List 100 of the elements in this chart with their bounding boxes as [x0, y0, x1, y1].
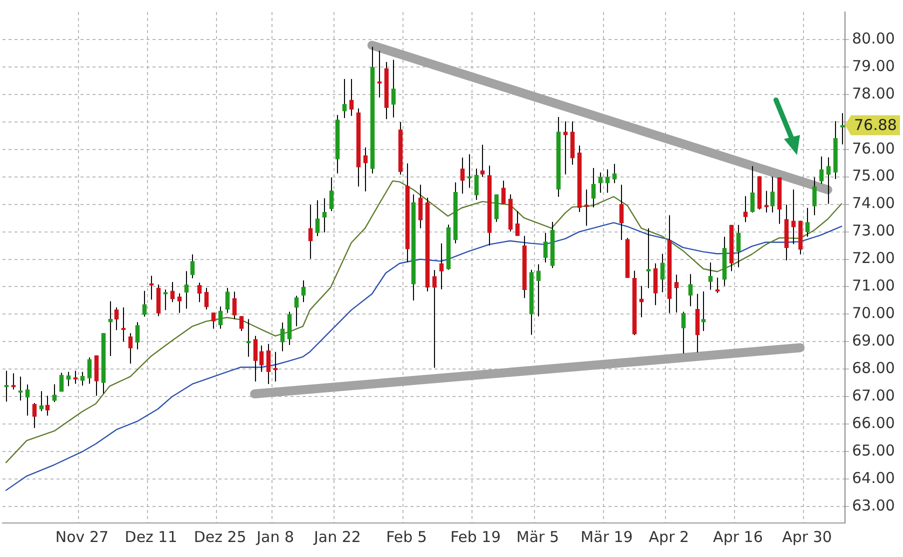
- candlestick: [59, 372, 64, 392]
- x-tick-label: Jan 22: [312, 528, 361, 546]
- candlestick: [11, 372, 16, 390]
- candlestick: [715, 277, 720, 294]
- candlestick: [515, 210, 520, 236]
- candlestick: [128, 332, 133, 364]
- candlestick: [4, 370, 9, 402]
- x-tick-label: Apr 30: [782, 528, 832, 546]
- candlestick: [239, 316, 244, 332]
- candlestick: [266, 343, 271, 384]
- y-tick-label: 64.00: [852, 468, 895, 487]
- candlestick: [308, 204, 313, 260]
- candlestick: [73, 370, 78, 384]
- candlestick: [349, 78, 354, 116]
- x-tick-label: Nov 27: [55, 528, 109, 546]
- candlestick: [149, 275, 154, 300]
- candlestick: [135, 322, 140, 350]
- candlestick: [584, 188, 589, 226]
- candlestick: [688, 274, 693, 307]
- y-tick-label: 63.00: [852, 496, 895, 514]
- candlestick: [701, 290, 706, 332]
- candlestick: [32, 402, 37, 428]
- candlestick: [467, 154, 472, 188]
- candlestick: [280, 322, 285, 352]
- y-tick-label: 75.00: [852, 166, 895, 185]
- candlestick: [743, 196, 748, 223]
- candlestick: [342, 78, 347, 119]
- x-tick-label: Dez 25: [194, 528, 246, 546]
- y-tick-label: 74.00: [852, 194, 895, 212]
- candlestick: [750, 166, 755, 214]
- x-tick-label: Feb 19: [450, 528, 501, 546]
- candlestick: [177, 292, 182, 314]
- candlestick: [708, 262, 713, 290]
- candlestick: [591, 168, 596, 208]
- candlestick: [674, 274, 679, 314]
- y-tick-label: 80.00: [852, 29, 895, 48]
- candlestick: [114, 306, 119, 331]
- candlestick: [764, 190, 769, 214]
- candlestick: [536, 264, 541, 317]
- candlestick: [612, 163, 617, 184]
- candlestick: [819, 156, 824, 184]
- candlestick: [646, 228, 651, 289]
- y-tick-label: 67.00: [852, 386, 895, 405]
- candlestick: [543, 232, 548, 264]
- candlestick: [812, 176, 817, 216]
- candlestick: [197, 282, 202, 303]
- candlestick: [52, 384, 57, 403]
- y-tick-label: 66.00: [852, 414, 895, 432]
- x-tick-label: Feb 5: [386, 528, 427, 546]
- candlestick: [204, 287, 209, 310]
- candlestick: [363, 146, 368, 192]
- candlestick: [190, 254, 195, 279]
- candlestick: [826, 156, 831, 204]
- candlestick: [322, 198, 327, 233]
- candlestick: [253, 335, 258, 382]
- y-tick-label: 70.00: [852, 304, 895, 322]
- candlestick: [225, 287, 230, 314]
- x-tick-label: Apr 16: [713, 528, 763, 546]
- candlestick: [770, 176, 775, 214]
- candlestick: [460, 157, 465, 194]
- candlestick: [273, 351, 278, 382]
- candlestick: [45, 395, 50, 416]
- y-tick-label: 73.00: [852, 222, 895, 240]
- x-tick-label: Apr 2: [648, 528, 690, 546]
- candlestick: [18, 376, 23, 401]
- candlestick: [294, 295, 299, 327]
- candlestick: [121, 306, 126, 342]
- candlestick: [391, 59, 396, 118]
- candlestick: [660, 253, 665, 293]
- candlestick: [681, 311, 686, 354]
- x-tick-label: Jan 8: [256, 528, 294, 546]
- candlestick: [232, 291, 237, 320]
- x-tick-label: Mär 19: [580, 528, 633, 546]
- candlestick: [259, 345, 264, 372]
- candlestick: [25, 384, 30, 416]
- candlestick: [80, 371, 85, 386]
- candlestick: [142, 290, 147, 318]
- candlestick: [329, 176, 334, 212]
- y-tick-label: 65.00: [852, 441, 895, 460]
- candlestick: [805, 207, 810, 238]
- text: 76.88: [854, 116, 897, 134]
- candlestick: [211, 312, 216, 330]
- candlestick: [315, 200, 320, 237]
- candlestick: [439, 242, 444, 290]
- x-tick-label: Dez 11: [124, 528, 178, 546]
- y-tick-label: 78.00: [852, 84, 895, 102]
- candlestick: [377, 50, 382, 98]
- y-tick-label: 71.00: [852, 276, 895, 295]
- candlestick: [619, 184, 624, 241]
- y-tick-label: 72.00: [852, 249, 895, 268]
- x-tick-label: Mär 5: [516, 528, 560, 546]
- candlestick: [170, 282, 175, 303]
- candlestick: [301, 280, 306, 303]
- candlestick: [184, 270, 189, 310]
- candlestick: [432, 269, 437, 368]
- candlestick: [66, 371, 71, 387]
- candlestick: [474, 168, 479, 200]
- candlestick: [246, 318, 251, 358]
- candlestick: [418, 184, 423, 229]
- y-tick-label: 68.00: [852, 359, 895, 378]
